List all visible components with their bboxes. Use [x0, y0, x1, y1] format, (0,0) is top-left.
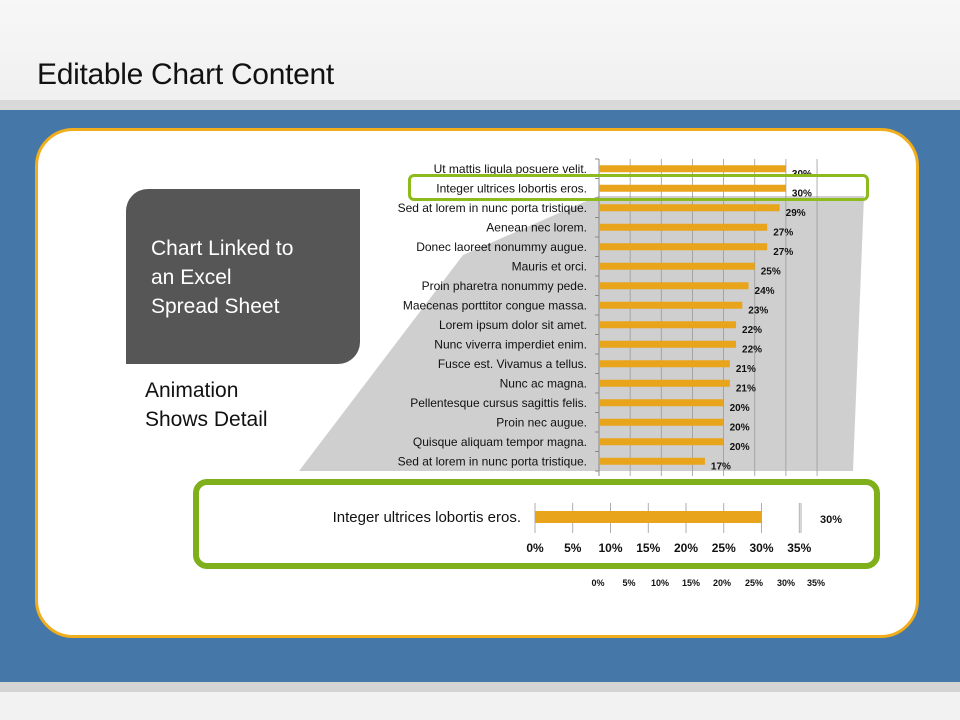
bar [599, 340, 737, 348]
data-label: 22% [742, 325, 762, 336]
data-label: 27% [773, 227, 793, 238]
x-tick-label: 15% [636, 541, 660, 555]
category-label: Fusce est. Vivamus a tellus. [438, 357, 587, 371]
x-tick-label: 25% [712, 541, 736, 555]
highlight-selection [408, 174, 869, 201]
bar [599, 262, 755, 270]
bar [599, 223, 768, 231]
category-label: Quisque aliquam tempor magna. [413, 435, 587, 449]
x-tick-label: 20% [674, 541, 698, 555]
header-divider [0, 100, 960, 110]
data-label: 27% [773, 247, 793, 258]
bar [535, 511, 762, 523]
x-tick-label: 0% [591, 578, 604, 588]
data-label: 22% [742, 344, 762, 355]
callout-box [126, 189, 360, 364]
category-label: Sed at lorem in nunc porta tristique. [398, 454, 587, 468]
x-tick-label: 0% [526, 541, 544, 555]
category-label: Mauris et orci. [512, 259, 587, 273]
page-title: Editable Chart Content [37, 58, 334, 91]
category-label: Aenean nec lorem. [486, 220, 587, 234]
bar [599, 399, 724, 407]
x-tick-label: 15% [682, 578, 700, 588]
bar [599, 438, 724, 446]
category-label: Integer ultrices lobortis eros. [436, 181, 587, 195]
data-label: 29% [786, 208, 806, 219]
category-label: Donec laoreet nonummy augue. [416, 240, 587, 254]
data-label: 24% [755, 286, 775, 297]
x-tick-label: 25% [745, 578, 763, 588]
data-label: 25% [761, 266, 781, 277]
footer-band [0, 692, 960, 720]
x-tick-label: 30% [777, 578, 795, 588]
category-label: Maecenas porttitor congue massa. [403, 298, 587, 312]
bar [599, 184, 786, 192]
footer-divider [0, 682, 960, 692]
data-label: 17% [711, 461, 731, 472]
x-tick-label: 35% [807, 578, 825, 588]
category-label: Lorem ipsum dolor sit amet. [439, 318, 587, 332]
callout-text: Chart Linked to an Excel Spread Sheet [151, 237, 294, 318]
category-label: Sed at lorem in nunc porta tristique. [398, 201, 587, 215]
bar [599, 457, 705, 465]
data-label: 20% [730, 442, 750, 453]
x-tick-label: 20% [713, 578, 731, 588]
bar [599, 418, 724, 426]
bar [599, 165, 786, 173]
bar [599, 282, 749, 290]
header-band [0, 0, 960, 100]
x-tick-label: 10% [598, 541, 622, 555]
category-label: Pellentesque cursus sagittis felis. [410, 396, 587, 410]
bar [599, 243, 768, 251]
data-label: 20% [730, 422, 750, 433]
data-label: 30% [820, 514, 842, 526]
category-label: Integer ultrices lobortis eros. [333, 509, 521, 526]
animation-note: Animation Shows Detail [145, 379, 268, 431]
data-label: 23% [748, 305, 768, 316]
bar [599, 204, 780, 212]
x-tick-label: 5% [564, 541, 582, 555]
data-label: 30% [792, 188, 812, 199]
data-label: 21% [736, 383, 756, 394]
x-tick-label: 35% [787, 541, 811, 555]
category-label: Nunc viverra imperdiet enim. [434, 337, 587, 351]
detail-highlight-box [193, 479, 880, 569]
data-label: 21% [736, 364, 756, 375]
category-label: Ut mattis ligula posuere velit. [434, 162, 587, 176]
bar [599, 301, 743, 309]
bar [599, 360, 730, 368]
category-label: Nunc ac magna. [500, 376, 587, 390]
data-label: 20% [730, 403, 750, 414]
x-tick-label: 30% [749, 541, 773, 555]
bar [599, 379, 730, 387]
x-tick-label: 10% [651, 578, 669, 588]
category-label: Proin nec augue. [496, 415, 587, 429]
bar [599, 321, 737, 329]
x-tick-label: 5% [622, 578, 635, 588]
category-label: Proin pharetra nonummy pede. [422, 279, 587, 293]
